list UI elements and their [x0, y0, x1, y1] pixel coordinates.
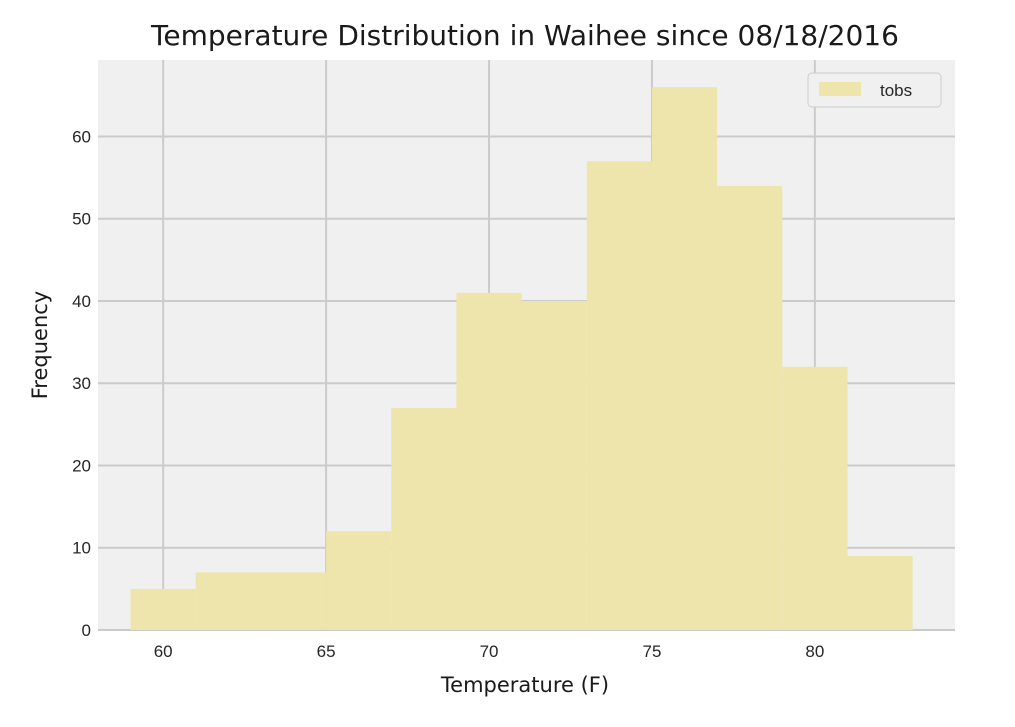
y-tick-label: 20	[72, 456, 91, 475]
histogram-bar	[586, 161, 652, 631]
histogram-bar	[521, 300, 587, 630]
y-tick-label: 60	[72, 127, 91, 146]
legend-box	[807, 72, 942, 108]
x-tick-label: 70	[480, 642, 499, 661]
x-axis-ticks: 60 65 70 75 80	[154, 642, 825, 661]
histogram-bar	[651, 87, 718, 630]
y-axis-ticks: 0 10 20 30 40 50 60	[72, 127, 91, 640]
histogram-bar	[782, 366, 848, 630]
x-tick-label: 75	[642, 642, 661, 661]
y-tick-label: 0	[82, 621, 91, 640]
legend: tobs	[807, 72, 942, 108]
y-tick-label: 10	[72, 539, 91, 558]
y-tick-label: 30	[72, 374, 91, 393]
histogram-bar	[717, 185, 783, 630]
legend-label-tobs: tobs	[880, 81, 912, 100]
histogram-bar	[847, 555, 913, 630]
histogram-bar	[326, 531, 392, 630]
x-axis-label: Temperature (F)	[440, 673, 609, 697]
histogram-bar	[260, 572, 327, 630]
histogram-bar	[456, 292, 522, 630]
chart-title: Temperature Distribution in Waihee since…	[150, 19, 899, 52]
y-tick-label: 40	[72, 292, 91, 311]
histogram-bar	[130, 588, 196, 630]
x-tick-label: 60	[154, 642, 173, 661]
histogram-bar	[391, 407, 457, 630]
x-tick-label: 80	[805, 642, 824, 661]
legend-swatch	[819, 82, 861, 96]
histogram-bars	[130, 87, 913, 631]
histogram-bar	[195, 572, 261, 630]
x-tick-label: 65	[317, 642, 336, 661]
y-tick-label: 50	[72, 210, 91, 229]
y-axis-label: Frequency	[28, 291, 52, 400]
